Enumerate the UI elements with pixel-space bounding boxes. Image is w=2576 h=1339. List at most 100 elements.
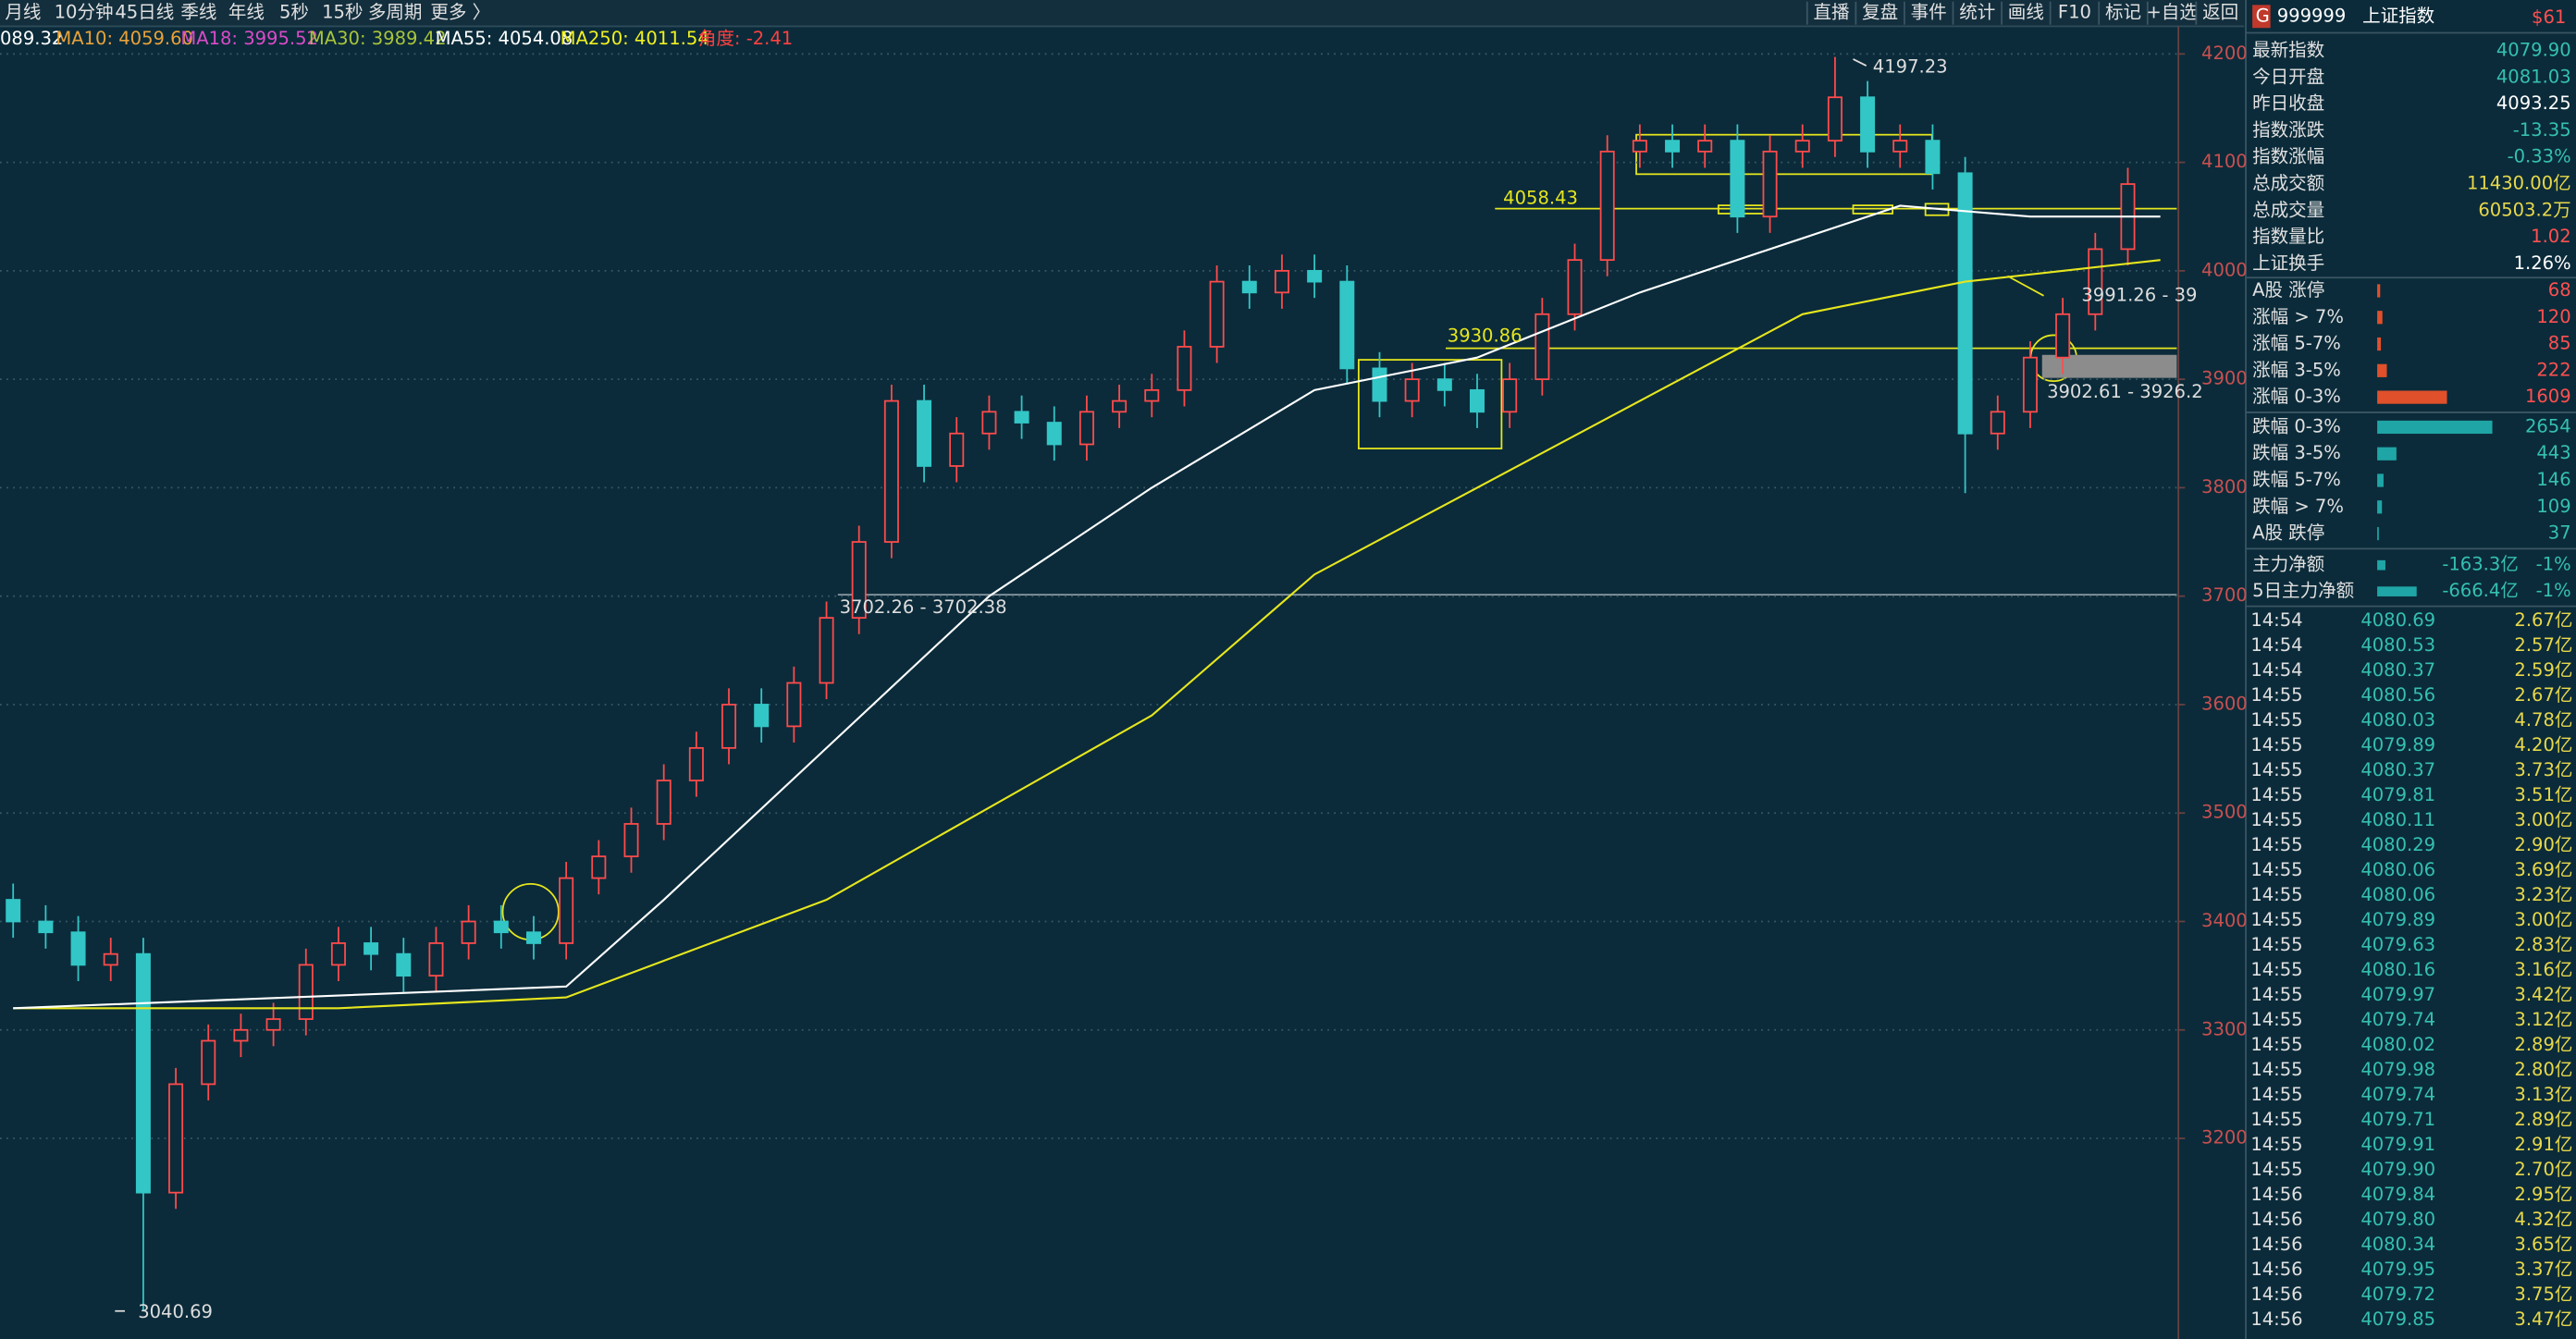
- breadth-bar: [2377, 390, 2447, 404]
- toolbar-button[interactable]: 事件: [1911, 2, 1947, 23]
- tick-amount: 3.51亿: [2514, 784, 2572, 805]
- tick-amount: 2.89亿: [2514, 1109, 2572, 1130]
- quote-value: 1.26%: [2514, 252, 2571, 274]
- tick-time: 14:55: [2250, 1059, 2302, 1080]
- candle-body: [2022, 356, 2038, 413]
- candle-body: [754, 704, 770, 728]
- candle-body: [525, 931, 541, 944]
- price-annotation: 3902.61 - 3926.2: [2047, 381, 2203, 402]
- tick-time: 14:55: [2250, 684, 2302, 706]
- moving-average: [13, 204, 2161, 1010]
- tick-time: 14:55: [2250, 1034, 2302, 1055]
- tick-amount: 4.20亿: [2514, 734, 2572, 755]
- candle-body: [1827, 96, 1843, 142]
- tick-amount: 3.00亿: [2514, 809, 2572, 830]
- arrow: [2007, 275, 2044, 297]
- candle-body: [721, 704, 737, 749]
- toolbar-button[interactable]: F10: [2058, 2, 2091, 23]
- tick-price: 4080.69: [2360, 609, 2435, 631]
- candle-body: [949, 432, 965, 467]
- candle-body: [1730, 140, 1745, 218]
- flow-label: 主力净额: [2252, 554, 2324, 575]
- tick-time: 14:56: [2250, 1284, 2302, 1305]
- candle-body: [591, 855, 607, 879]
- toolbar-tab[interactable]: 年线: [228, 2, 265, 23]
- toolbar-button[interactable]: 统计: [1959, 2, 1995, 23]
- y-tick-label: 3300: [2201, 1018, 2248, 1039]
- range-box: [1357, 359, 1503, 449]
- breadth-label: A股 跌停: [2252, 522, 2324, 544]
- breadth-count: 109: [2536, 496, 2570, 517]
- toolbar-tab[interactable]: 多周期: [368, 2, 423, 23]
- stock-name: 上证指数: [2362, 5, 2434, 26]
- candle-body: [981, 411, 997, 435]
- toolbar-button[interactable]: 返回: [2202, 2, 2238, 23]
- pointer: [115, 58, 1867, 1312]
- candle-body: [1925, 140, 1941, 175]
- toolbar-tab[interactable]: 45日线: [115, 2, 174, 23]
- tick-amount: 3.16亿: [2514, 959, 2572, 980]
- toolbar-button[interactable]: 复盘: [1862, 2, 1898, 23]
- toolbar-tab[interactable]: 15秒: [322, 2, 363, 23]
- toolbar-button[interactable]: 标记: [2105, 2, 2141, 23]
- candle-body: [493, 920, 509, 934]
- quote-value: -13.35: [2513, 119, 2571, 141]
- quote-label: 最新指数: [2252, 40, 2324, 61]
- toolbar-tab[interactable]: 更多 〉: [430, 2, 490, 23]
- candle-body: [6, 899, 21, 923]
- breadth-label: 跌幅 3-5%: [2252, 442, 2341, 463]
- toolbar-tab[interactable]: 5秒: [279, 2, 309, 23]
- candle-body: [38, 920, 54, 934]
- candle-body: [656, 780, 672, 825]
- indicator-value: MA18: 3995.52: [180, 28, 318, 49]
- breadth-label: 跌幅 5-7%: [2252, 469, 2341, 490]
- quote-value: 60503.2万: [2478, 199, 2570, 220]
- tick-time: 14:54: [2250, 659, 2302, 681]
- quote-label: 总成交额: [2252, 172, 2324, 193]
- candle-body: [396, 952, 412, 977]
- candle-body: [1632, 140, 1647, 153]
- breadth-count: 120: [2536, 306, 2570, 327]
- candle-body: [1502, 378, 1518, 413]
- y-tick-label: 3200: [2201, 1127, 2248, 1149]
- candle-body: [1404, 378, 1420, 402]
- candle-body: [233, 1028, 249, 1042]
- tick-amount: 3.12亿: [2514, 1009, 2572, 1030]
- candle-body: [1470, 388, 1485, 413]
- tick-amount: 2.90亿: [2514, 834, 2572, 855]
- candle-body: [1112, 399, 1128, 413]
- toolbar-button[interactable]: 画线: [2008, 2, 2044, 23]
- toolbar-button[interactable]: 直播: [1814, 2, 1851, 23]
- tick-amount: 3.65亿: [2514, 1234, 2572, 1255]
- tick-time: 14:54: [2250, 634, 2302, 656]
- tick-price: 4080.34: [2360, 1234, 2435, 1255]
- tick-price: 4080.56: [2360, 684, 2435, 706]
- toolbar-button[interactable]: +自选: [2146, 2, 2197, 23]
- toolbar-tab[interactable]: 10分钟: [55, 2, 114, 23]
- tick-amount: 3.69亿: [2514, 859, 2572, 880]
- tick-amount: 2.80亿: [2514, 1059, 2572, 1080]
- indicator-value: MA250: 4011.54: [561, 28, 709, 49]
- chart: 3200 3300 3400 3500 3600 3700 3800 3900 4000 4100…: [0, 43, 2248, 1322]
- quote-value: 4081.03: [2496, 66, 2571, 87]
- y-tick-label: 4200: [2201, 43, 2248, 64]
- candle-body: [1241, 280, 1257, 294]
- price-annotation: 4197.23: [1873, 55, 1948, 77]
- tick-time: 14:56: [2250, 1234, 2302, 1255]
- candle-body: [1209, 280, 1225, 348]
- breadth-count: 1609: [2525, 386, 2571, 407]
- price-annotation: 3040.69: [138, 1301, 213, 1322]
- candle-body: [1697, 140, 1713, 153]
- breadth-bar: [2377, 363, 2387, 377]
- toolbar-tab[interactable]: 季线: [180, 2, 216, 23]
- tick-amount: 3.42亿: [2514, 984, 2572, 1005]
- tick-time: 14:55: [2250, 759, 2302, 780]
- breadth-bar: [2377, 526, 2379, 541]
- tick-price: 4079.63: [2360, 934, 2435, 955]
- quote-label: 昨日收盘: [2252, 92, 2324, 114]
- tick-price: 4079.85: [2360, 1308, 2435, 1330]
- breadth-bar: [2377, 447, 2397, 461]
- toolbar-tab[interactable]: 月线: [5, 2, 41, 23]
